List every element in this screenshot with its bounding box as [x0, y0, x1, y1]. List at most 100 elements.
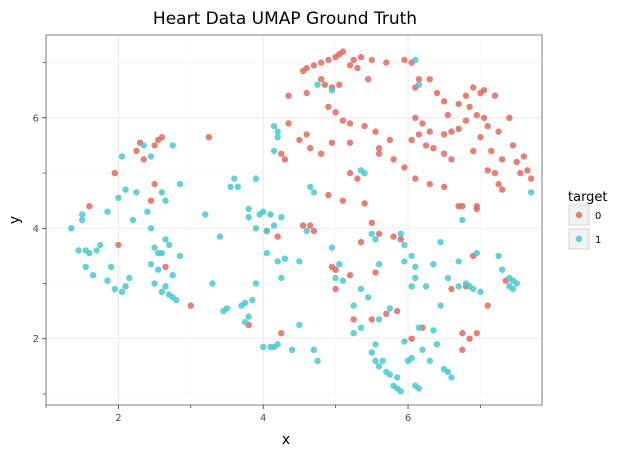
data-point: [430, 327, 437, 334]
data-point: [459, 330, 466, 337]
data-point: [140, 142, 147, 149]
data-point: [321, 81, 328, 88]
data-point: [68, 225, 75, 232]
data-point: [386, 305, 394, 312]
data-point: [361, 169, 368, 177]
data-point: [433, 341, 441, 348]
data-point: [299, 222, 307, 229]
data-point: [151, 244, 158, 251]
data-point: [147, 261, 155, 268]
data-point: [350, 316, 357, 323]
data-point: [448, 128, 455, 135]
data-point: [79, 216, 86, 224]
data-point: [477, 288, 484, 295]
data-point: [270, 222, 278, 229]
data-point: [332, 109, 339, 116]
data-point: [252, 280, 260, 287]
data-point: [278, 274, 285, 282]
data-point: [158, 288, 166, 295]
data-point: [477, 134, 484, 141]
data-point: [176, 252, 184, 260]
grid-lines: [45, 35, 542, 405]
series-1-points: [68, 56, 535, 395]
data-point: [162, 197, 169, 204]
data-point: [303, 227, 310, 235]
data-point: [328, 244, 336, 251]
data-point: [433, 89, 441, 97]
data-point: [527, 189, 535, 196]
data-point: [397, 236, 404, 243]
data-point: [408, 335, 415, 342]
data-point: [108, 263, 115, 271]
data-point: [328, 139, 336, 146]
data-point: [151, 142, 158, 149]
data-point: [270, 147, 278, 155]
data-point: [390, 156, 397, 163]
data-point: [158, 189, 166, 196]
data-point: [470, 285, 477, 293]
data-point: [365, 294, 372, 301]
data-point: [151, 280, 158, 287]
data-point: [368, 349, 375, 356]
data-point: [202, 211, 209, 218]
data-point: [350, 330, 357, 337]
data-point: [415, 81, 423, 88]
data-point: [115, 194, 122, 202]
data-point: [441, 183, 448, 191]
data-point: [274, 128, 281, 135]
data-point: [104, 208, 111, 215]
data-point: [86, 203, 93, 210]
data-point: [495, 180, 502, 188]
data-point: [520, 153, 528, 160]
data-point: [122, 186, 129, 193]
data-point: [401, 258, 408, 265]
data-point: [310, 62, 318, 69]
data-point: [325, 56, 332, 64]
data-point: [285, 92, 292, 99]
data-point: [415, 385, 423, 392]
y-axis-label: y: [7, 216, 23, 224]
data-point: [415, 131, 423, 138]
data-point: [126, 274, 133, 282]
data-point: [441, 131, 448, 138]
data-point: [408, 252, 415, 260]
data-point: [459, 203, 466, 210]
data-point: [509, 285, 517, 293]
data-point: [346, 272, 354, 279]
data-point: [499, 266, 506, 273]
data-point: [448, 374, 455, 381]
data-point: [328, 87, 336, 94]
data-point: [339, 277, 347, 284]
data-point: [375, 316, 383, 323]
data-point: [455, 283, 462, 290]
x-axis-ticks: 2 4 6: [45, 405, 481, 424]
chart-title: Heart Data UMAP Ground Truth: [153, 9, 417, 29]
data-point: [310, 227, 318, 235]
data-point: [216, 233, 223, 240]
data-point: [470, 147, 477, 155]
data-point: [162, 236, 169, 243]
legend-title: target: [568, 190, 608, 205]
data-point: [419, 346, 426, 353]
data-point: [314, 81, 321, 88]
data-point: [466, 335, 473, 342]
data-point: [144, 208, 151, 215]
plot-border: [45, 34, 543, 406]
data-point: [488, 147, 495, 155]
data-point: [408, 354, 415, 362]
data-point: [346, 169, 354, 177]
data-point: [361, 200, 368, 207]
data-point: [227, 183, 234, 191]
data-point: [473, 111, 480, 119]
data-point: [82, 263, 90, 271]
legend-marker: [575, 235, 583, 243]
data-point: [386, 136, 394, 144]
data-point: [422, 142, 430, 149]
legend-label: 0: [595, 211, 601, 222]
data-point: [372, 128, 379, 135]
data-point: [339, 117, 347, 124]
data-point: [115, 241, 122, 249]
data-point: [155, 266, 162, 273]
data-point: [274, 233, 281, 240]
data-point: [379, 357, 386, 364]
